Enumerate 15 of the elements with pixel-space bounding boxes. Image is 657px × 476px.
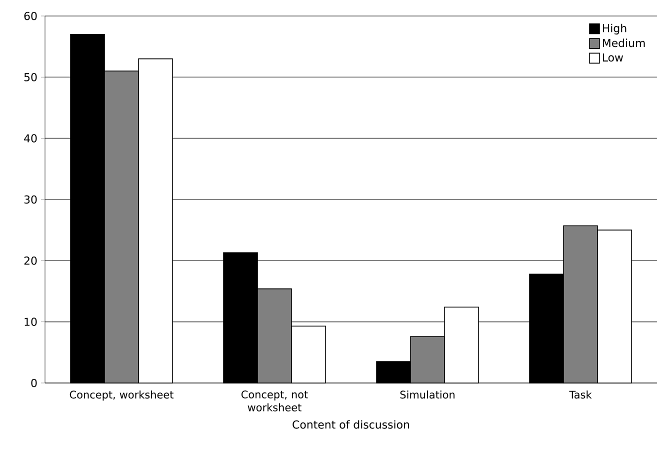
- legend-label: Medium: [602, 38, 645, 48]
- legend-label: Low: [602, 53, 624, 62]
- y-tick-label: 50: [24, 73, 37, 82]
- y-tick-label: 60: [24, 12, 37, 20]
- x-axis-title: Content of discussion: [292, 420, 410, 429]
- x-tick-label: Concept, not worksheet: [242, 390, 308, 412]
- x-tick-label: Concept, worksheet: [70, 390, 174, 401]
- y-tick-label: 40: [24, 134, 37, 142]
- x-tick-label: Task: [569, 390, 592, 399]
- y-tick-label: 30: [24, 195, 37, 204]
- y-tick-label: 20: [24, 256, 37, 265]
- x-tick-label: Simulation: [400, 390, 454, 399]
- legend-label: High: [602, 24, 626, 34]
- y-tick-label: 0: [31, 378, 37, 388]
- y-tick-label: 10: [24, 318, 37, 326]
